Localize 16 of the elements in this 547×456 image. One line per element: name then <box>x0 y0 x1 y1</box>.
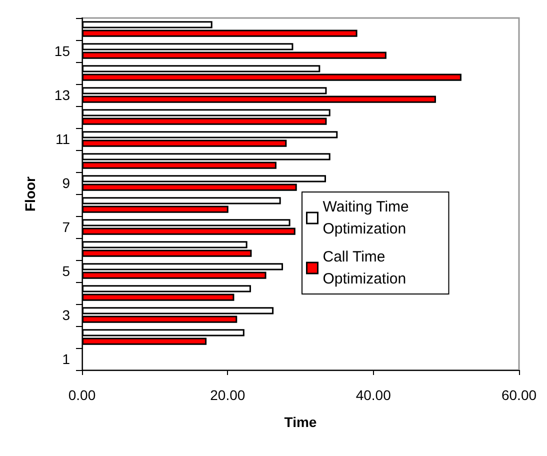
y-tick-label: 9 <box>62 175 70 191</box>
x-tick-label: 0.00 <box>68 387 96 403</box>
legend-label: Waiting Time Optimization <box>322 198 414 238</box>
y-tick-label: 5 <box>62 263 70 279</box>
y-tick-label: 13 <box>54 87 70 103</box>
x-tick-label: 40.00 <box>356 387 392 403</box>
legend-label: Call Time Optimization <box>322 248 406 288</box>
y-tick-label: 3 <box>62 307 70 323</box>
y-tick-label: 15 <box>54 43 70 59</box>
x-tick-label: 60.00 <box>501 387 537 403</box>
y-tick-label: 11 <box>55 131 70 147</box>
y-tick-label: 1 <box>62 351 70 367</box>
y-tick-label: 7 <box>62 219 70 235</box>
x-axis-title: Time <box>284 414 317 430</box>
x-tick-label: 20.00 <box>210 387 246 403</box>
y-axis-title: Floor <box>22 176 38 212</box>
